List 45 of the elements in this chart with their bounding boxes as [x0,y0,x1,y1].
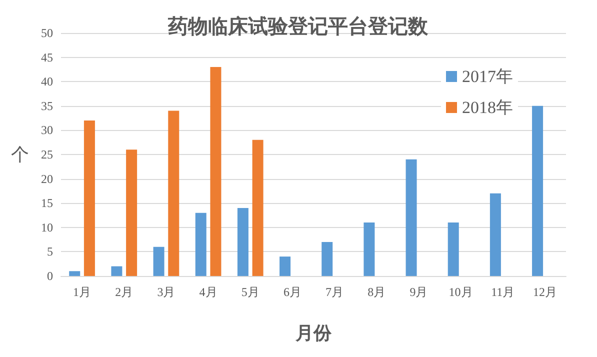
x-tick-label: 10月 [448,285,473,299]
y-tick-label: 35 [41,98,53,113]
bar [490,193,501,276]
bar [280,256,291,276]
bar [448,222,459,276]
x-tick-label: 9月 [410,285,428,299]
bar [210,67,222,276]
y-tick-label: 5 [47,244,53,259]
bar [153,246,164,276]
x-tick-label: 11月 [491,285,515,299]
y-axis-title: 个 [11,144,29,164]
bar [84,120,95,276]
y-tick-label: 20 [41,172,53,186]
bar [252,140,264,276]
bar [195,212,206,276]
x-axis-title: 月份 [294,323,332,343]
x-tick-label: 4月 [199,285,218,299]
chart-title: 药物临床试验登记平台登记数 [167,15,429,38]
y-tick-label: 15 [41,196,53,210]
x-tick-label: 3月 [157,285,176,299]
x-tick-label: 6月 [283,285,302,299]
bar [406,159,417,276]
bar [322,242,333,276]
x-tick-label: 7月 [326,285,344,299]
x-tick-label: 8月 [368,285,386,299]
bar [168,110,180,276]
bar [237,208,248,276]
y-tick-label: 10 [41,220,53,234]
x-tick-label: 5月 [241,285,260,299]
x-tick-label: 12月 [532,285,557,299]
y-tick-label: 50 [41,26,53,40]
y-tick-label: 40 [41,74,53,89]
x-tick-label: 1月 [73,285,92,299]
bar [364,222,375,276]
bar [532,106,544,276]
legend-label: 2018年 [462,98,513,117]
y-tick-label: 30 [41,123,53,138]
x-tick-label: 2月 [115,285,134,299]
bar [111,266,122,276]
y-tick-label: 25 [41,148,53,162]
bar [126,150,138,276]
legend-label: 2017年 [462,67,513,86]
y-tick-label: 0 [47,269,53,283]
y-tick-label: 45 [41,50,53,64]
bar [69,271,80,276]
